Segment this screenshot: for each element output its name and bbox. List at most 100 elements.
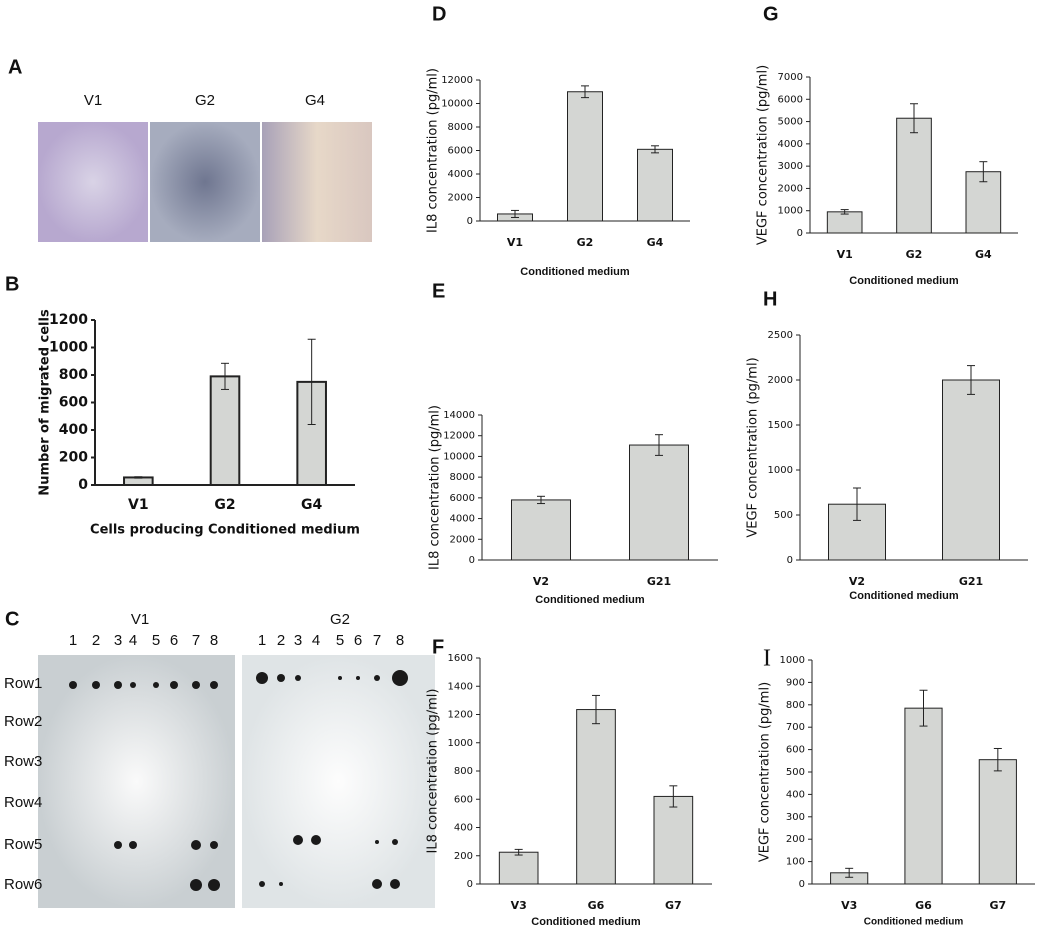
x-tick-label: G21 bbox=[959, 575, 983, 588]
y-tick-label: 1000 bbox=[778, 206, 803, 217]
blot-image bbox=[38, 655, 235, 908]
y-tick-label: 1200 bbox=[448, 710, 473, 721]
error-bar bbox=[134, 476, 143, 479]
blot-title: G2 bbox=[330, 611, 350, 628]
x-tick-label: G6 bbox=[588, 899, 605, 912]
panel-letter: C bbox=[5, 608, 19, 630]
y-tick-label: 0 bbox=[787, 555, 793, 566]
blot-title: V1 bbox=[131, 611, 149, 628]
error-bar bbox=[511, 209, 519, 218]
bar bbox=[978, 759, 1017, 885]
x-axis-label: Conditioned medium bbox=[531, 916, 641, 928]
y-tick-label: 0 bbox=[799, 879, 805, 890]
y-tick-label: 500 bbox=[786, 767, 805, 778]
row-label: Row2 bbox=[4, 713, 42, 730]
y-tick-label: 14000 bbox=[443, 410, 475, 421]
image-label: G4 bbox=[305, 92, 325, 109]
bar bbox=[942, 379, 1000, 561]
column-label: 6 bbox=[354, 632, 362, 649]
x-axis-label: Conditioned medium bbox=[849, 275, 959, 287]
column-label: 4 bbox=[129, 632, 137, 649]
bar bbox=[904, 707, 943, 885]
error-bar bbox=[967, 365, 975, 395]
x-tick-label: G2 bbox=[906, 248, 923, 261]
error-bar bbox=[581, 85, 589, 99]
y-tick-label: 12000 bbox=[441, 75, 473, 86]
bar bbox=[498, 851, 539, 885]
x-tick-label: V3 bbox=[841, 899, 857, 912]
y-tick-label: 1500 bbox=[768, 420, 793, 431]
panel-letter: G bbox=[763, 3, 779, 25]
y-tick-label: 500 bbox=[774, 510, 793, 521]
panel-letter: A bbox=[8, 56, 22, 78]
error-bar bbox=[307, 338, 316, 425]
y-tick-label: 2000 bbox=[778, 183, 803, 194]
y-tick-label: 600 bbox=[454, 794, 473, 805]
y-tick-label: 10000 bbox=[443, 451, 475, 462]
y-tick-label: 6000 bbox=[778, 94, 803, 105]
row-label: Row5 bbox=[4, 836, 42, 853]
column-label: 3 bbox=[294, 632, 302, 649]
y-tick-label: 0 bbox=[78, 477, 88, 493]
error-bar bbox=[853, 487, 861, 521]
row-label: Row1 bbox=[4, 675, 42, 692]
image-label: V1 bbox=[84, 92, 102, 109]
panel-letter: I bbox=[763, 646, 771, 672]
y-tick-label: 5000 bbox=[778, 117, 803, 128]
x-tick-label: G4 bbox=[975, 248, 992, 261]
row-label: Row6 bbox=[4, 876, 42, 893]
error-bar bbox=[993, 747, 1002, 772]
x-axis-label: Cells producing Conditioned medium bbox=[90, 523, 360, 538]
column-label: 8 bbox=[396, 632, 404, 649]
bar bbox=[567, 91, 603, 222]
x-tick-label: G4 bbox=[301, 497, 322, 513]
bar bbox=[209, 375, 241, 486]
y-tick-label: 4000 bbox=[778, 139, 803, 150]
y-tick-label: 1600 bbox=[448, 653, 473, 664]
error-bar bbox=[221, 362, 229, 390]
y-tick-label: 1000 bbox=[768, 465, 793, 476]
column-label: 3 bbox=[114, 632, 122, 649]
error-bar bbox=[919, 689, 928, 727]
y-tick-label: 800 bbox=[786, 700, 805, 711]
y-tick-label: 200 bbox=[59, 450, 88, 466]
x-axis-label: Conditioned medium bbox=[535, 594, 645, 606]
x-tick-label: G2 bbox=[577, 236, 594, 249]
error-bar bbox=[845, 867, 854, 878]
micrograph bbox=[150, 122, 260, 242]
bar bbox=[576, 709, 616, 885]
y-tick-label: 900 bbox=[786, 677, 805, 688]
y-tick-label: 0 bbox=[467, 216, 473, 227]
x-tick-label: V1 bbox=[507, 236, 523, 249]
panel-letter: D bbox=[432, 3, 446, 25]
y-tick-label: 8000 bbox=[450, 472, 475, 483]
y-tick-label: 10000 bbox=[441, 99, 473, 110]
image-label: G2 bbox=[195, 92, 215, 109]
x-tick-label: G4 bbox=[647, 236, 664, 249]
column-label: 4 bbox=[312, 632, 320, 649]
y-tick-label: 1200 bbox=[49, 312, 88, 328]
y-axis-label: Number of migrated cells bbox=[38, 309, 53, 496]
x-tick-label: G7 bbox=[989, 899, 1006, 912]
x-axis-label: Conditioned medium bbox=[520, 266, 630, 278]
y-tick-label: 12000 bbox=[443, 431, 475, 442]
y-tick-label: 700 bbox=[786, 722, 805, 733]
y-tick-label: 3000 bbox=[778, 161, 803, 172]
blot-image bbox=[242, 655, 435, 908]
column-label: 1 bbox=[258, 632, 266, 649]
x-tick-label: G7 bbox=[665, 899, 682, 912]
y-tick-label: 4000 bbox=[448, 169, 473, 180]
error-bar bbox=[537, 495, 545, 505]
y-tick-label: 2000 bbox=[768, 375, 793, 386]
bar bbox=[511, 499, 571, 561]
y-tick-label: 6000 bbox=[448, 146, 473, 157]
y-tick-label: 2000 bbox=[450, 534, 475, 545]
y-tick-label: 200 bbox=[786, 834, 805, 845]
panel-letter: F bbox=[432, 636, 444, 658]
bar bbox=[896, 117, 932, 234]
column-label: 1 bbox=[69, 632, 77, 649]
y-tick-label: 1000 bbox=[448, 738, 473, 749]
y-axis-label: VEGF concentration (pg/ml) bbox=[756, 65, 771, 245]
y-tick-label: 800 bbox=[454, 766, 473, 777]
